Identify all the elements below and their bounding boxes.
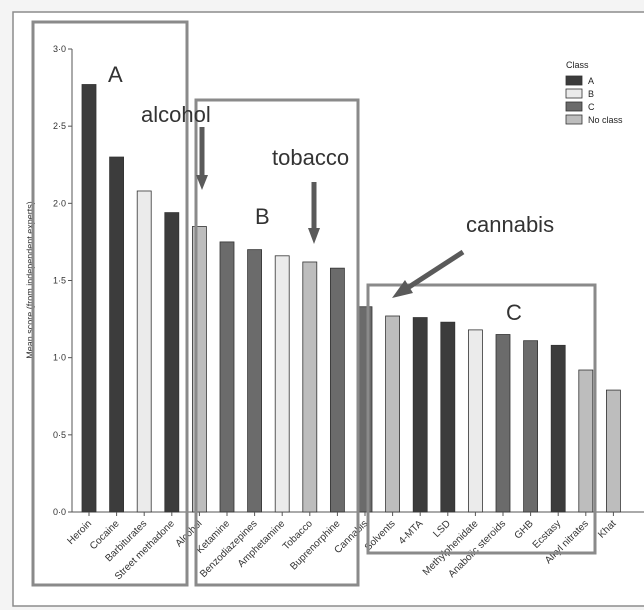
bar	[109, 156, 124, 513]
legend-swatch	[565, 75, 583, 86]
bar	[467, 329, 483, 513]
annotation-cannabis: cannabis	[466, 212, 554, 237]
legend-label: B	[588, 89, 594, 99]
bar	[247, 249, 263, 513]
bar	[329, 267, 345, 513]
bar	[385, 315, 401, 513]
bar	[523, 340, 538, 513]
legend-label: C	[588, 102, 595, 112]
box-class-c	[366, 283, 597, 555]
box-class-b	[194, 98, 360, 587]
bar	[136, 190, 152, 513]
annotation-alcohol: alcohol	[141, 102, 211, 127]
legend-swatch	[565, 114, 583, 125]
y-tick-label: 1·5	[53, 276, 66, 286]
bar	[81, 84, 97, 513]
box-class-a	[31, 20, 189, 587]
y-tick-label: 0·5	[53, 430, 66, 440]
box-letter-a: A	[108, 62, 123, 87]
box-letter-c: C	[506, 300, 522, 325]
bar	[440, 321, 456, 513]
legend-swatch	[565, 101, 583, 112]
legend-items: ABC No class	[565, 75, 623, 125]
y-tick-label: 3·0	[53, 44, 66, 54]
bar	[495, 334, 511, 513]
legend-title: Class	[566, 60, 589, 70]
y-tick-label: 2·5	[53, 121, 66, 131]
box-letter-b: B	[255, 204, 270, 229]
arrowhead-cannabis	[392, 280, 413, 298]
bar	[606, 389, 621, 513]
bar	[550, 344, 566, 513]
bar	[164, 212, 180, 513]
y-tick-label: 1·0	[53, 353, 66, 363]
y-tick-label: 2·0	[53, 198, 66, 208]
legend: Class ABC No class	[565, 60, 623, 125]
y-axis-label: Mean score (from independent experts)	[25, 201, 35, 359]
y-tick-label: 0·0	[53, 507, 66, 517]
arrowhead-tobacco	[308, 228, 320, 244]
bar	[274, 255, 290, 513]
bar	[578, 369, 594, 513]
arrow-cannabis	[407, 249, 465, 290]
bar	[302, 261, 318, 513]
arrowhead-alcohol	[196, 175, 208, 190]
bar	[357, 306, 373, 513]
legend-label: A	[588, 76, 594, 86]
bar	[219, 241, 235, 513]
legend-label: No class	[588, 115, 623, 125]
bar	[412, 317, 428, 513]
y-ticks: 0·0 0·5 1·0 1·5 2·0 2·5 3·0	[53, 44, 72, 517]
legend-swatch	[565, 88, 583, 99]
annotation-tobacco: tobacco	[272, 145, 349, 170]
